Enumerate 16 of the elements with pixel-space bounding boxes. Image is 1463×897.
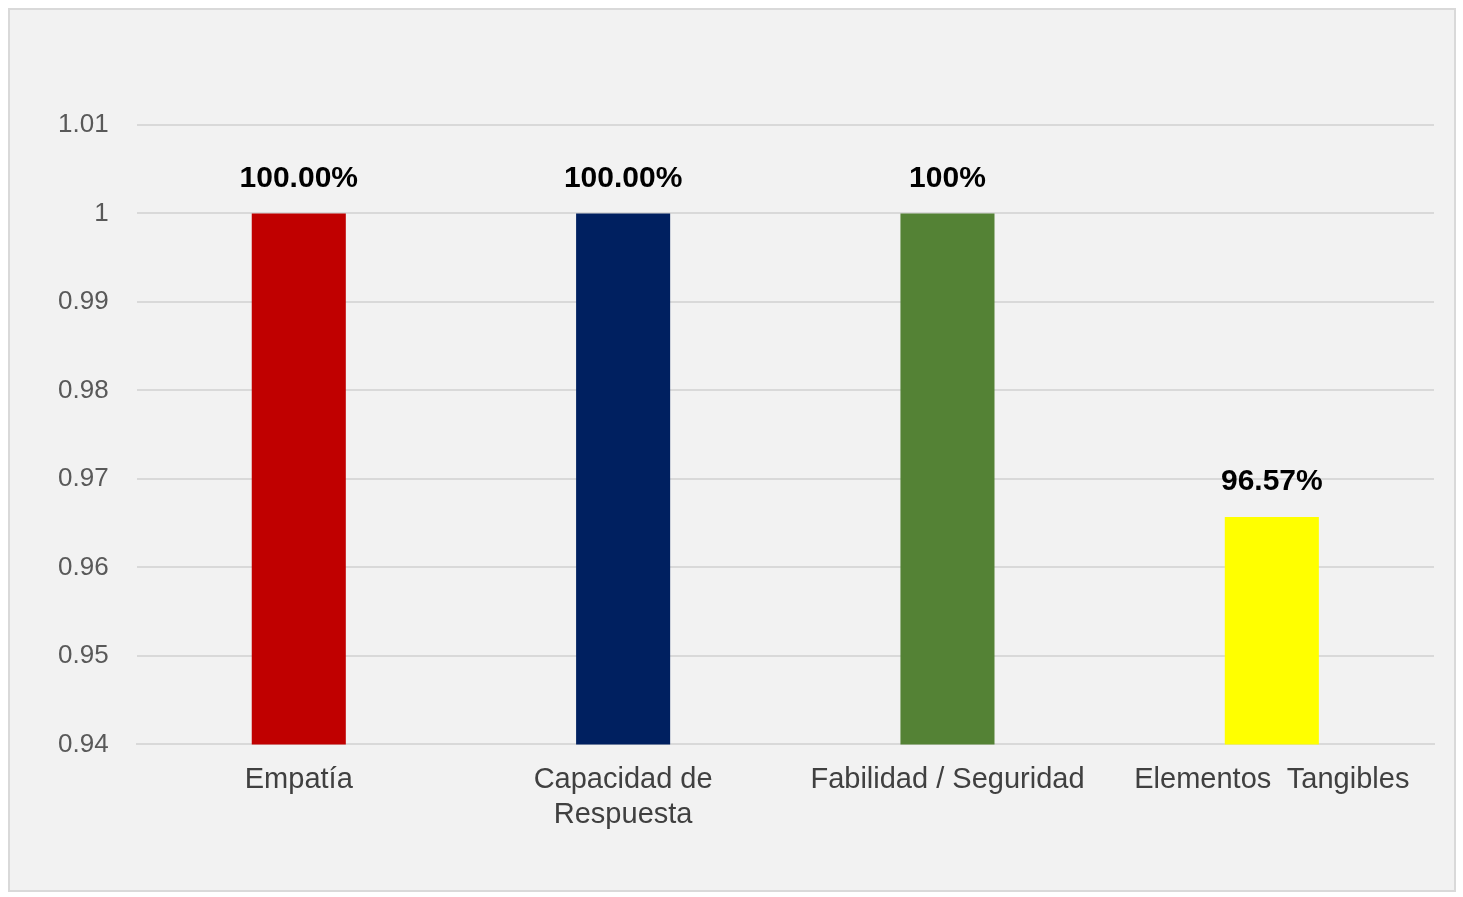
data-label: 100.00% <box>563 159 683 193</box>
y-tick-label: 1.01 <box>57 108 109 139</box>
x-tick-label: Empatía <box>244 761 354 794</box>
x-tick-label: Elementos Tangibles <box>1134 761 1410 794</box>
y-tick-label: 0.94 <box>57 727 109 758</box>
x-tick-label: Capacidad de Respuesta <box>533 761 713 829</box>
y-tick-label: 0.97 <box>57 462 109 493</box>
data-label: 100% <box>909 159 986 193</box>
data-label: 96.57% <box>1220 463 1323 497</box>
data-label: 100.00% <box>239 159 358 193</box>
y-tick-label: 1 <box>94 196 109 227</box>
y-tick-label: 0.95 <box>57 639 109 670</box>
y-tick-label: 0.98 <box>57 373 109 404</box>
y-tick-label: 0.96 <box>57 550 109 581</box>
x-tick-label: Fabilidad / Seguridad <box>810 761 1085 794</box>
y-tick-label: 0.99 <box>57 285 109 316</box>
